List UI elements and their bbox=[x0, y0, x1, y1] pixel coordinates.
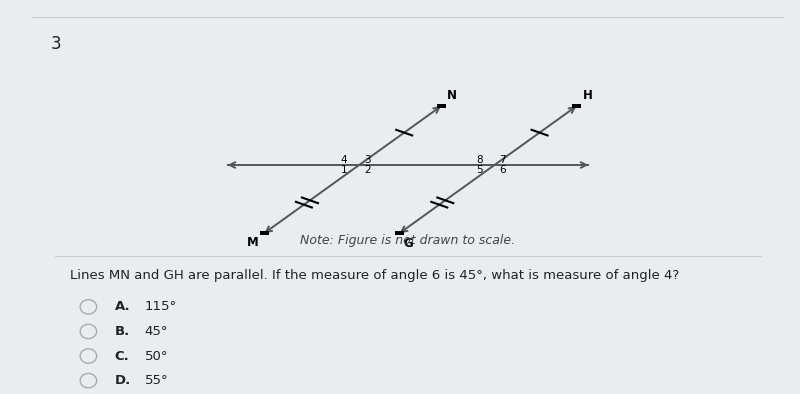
Text: H: H bbox=[582, 89, 592, 102]
Polygon shape bbox=[260, 231, 269, 236]
Text: Note: Figure is not drawn to scale.: Note: Figure is not drawn to scale. bbox=[301, 234, 515, 247]
Text: 8: 8 bbox=[476, 155, 482, 165]
Text: 5: 5 bbox=[476, 165, 482, 175]
Polygon shape bbox=[395, 231, 404, 236]
Text: 7: 7 bbox=[499, 155, 506, 165]
Text: D.: D. bbox=[114, 374, 131, 387]
Text: 55°: 55° bbox=[145, 374, 169, 387]
Text: G: G bbox=[403, 237, 413, 250]
Text: C.: C. bbox=[114, 349, 130, 362]
Text: 45°: 45° bbox=[145, 325, 168, 338]
Text: B.: B. bbox=[114, 325, 130, 338]
Text: 2: 2 bbox=[364, 165, 371, 175]
Text: 3: 3 bbox=[51, 35, 62, 52]
Text: Lines MN and GH are parallel. If the measure of angle 6 is 45°, what is measure : Lines MN and GH are parallel. If the mea… bbox=[70, 269, 679, 282]
Text: A.: A. bbox=[114, 300, 130, 313]
Text: 1: 1 bbox=[341, 165, 347, 175]
Text: M: M bbox=[246, 236, 258, 249]
Text: 50°: 50° bbox=[145, 349, 168, 362]
Text: 115°: 115° bbox=[145, 300, 177, 313]
Text: 4: 4 bbox=[341, 155, 347, 165]
Polygon shape bbox=[437, 104, 446, 108]
Text: N: N bbox=[447, 89, 457, 102]
Text: 3: 3 bbox=[364, 155, 371, 165]
Polygon shape bbox=[572, 104, 581, 108]
Text: 6: 6 bbox=[499, 165, 506, 175]
